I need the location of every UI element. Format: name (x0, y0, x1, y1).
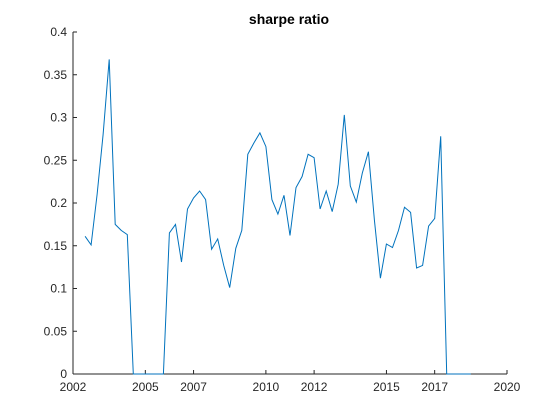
y-tick-label: 0.3 (50, 111, 67, 125)
y-tick-label: 0.05 (44, 324, 68, 338)
x-tick-label: 2020 (494, 380, 521, 394)
y-tick-label: 0.25 (44, 153, 68, 167)
x-tick-label: 2010 (253, 380, 280, 394)
y-tick-label: 0.35 (44, 68, 68, 82)
series-line (84, 59, 471, 375)
y-tick-label: 0.1 (50, 282, 67, 296)
x-tick-label: 2017 (421, 380, 448, 394)
y-tick-label: 0.2 (50, 196, 67, 210)
x-tick-label: 2007 (180, 380, 207, 394)
x-tick-label: 2002 (60, 380, 87, 394)
x-tick-label: 2005 (132, 380, 159, 394)
x-tick-label: 2015 (373, 380, 400, 394)
y-tick-label: 0.15 (44, 239, 68, 253)
chart-title: sharpe ratio (249, 11, 329, 27)
y-tick-label: 0 (60, 367, 67, 381)
x-tick-label: 2012 (301, 380, 328, 394)
plot-area: 2002 2005 2007 2010 2012 2015 2017 2020 0 0.05 0.1… (44, 25, 521, 394)
y-tick-label: 0.4 (50, 25, 67, 39)
